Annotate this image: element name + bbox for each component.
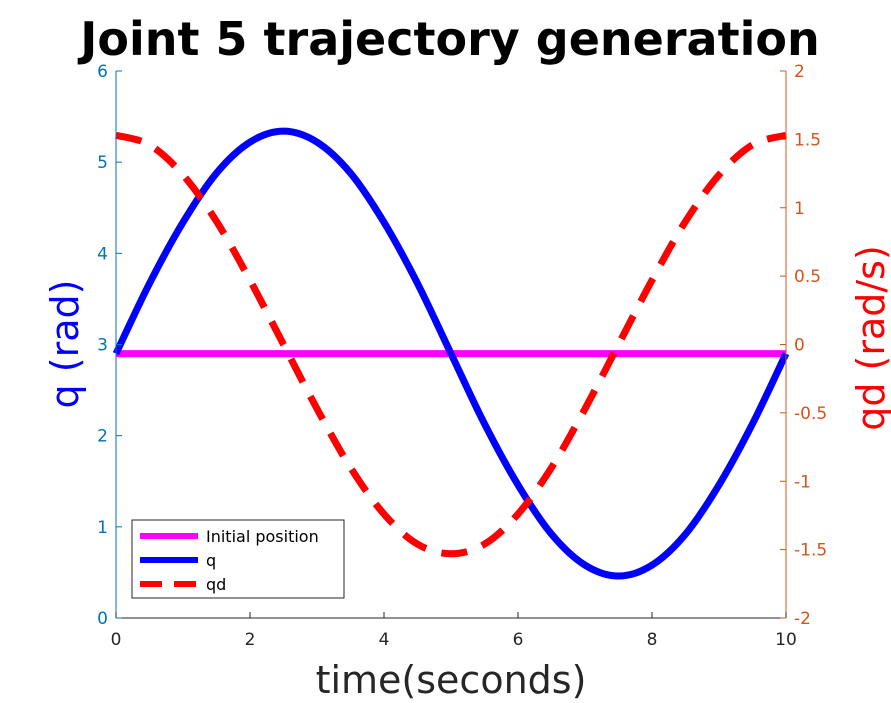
- x-tick-label: 4: [379, 630, 390, 650]
- y-right-tick-label: -0.5: [794, 404, 827, 424]
- y-left-tick-label: 1: [97, 518, 108, 538]
- y-left-tick-label: 4: [97, 244, 108, 264]
- series-line-q: [112, 127, 790, 580]
- x-tick-label: 0: [111, 630, 122, 650]
- right-axis-label: qd (rad/s): [849, 245, 891, 431]
- legend-label-initial-position: Initial position: [206, 527, 319, 546]
- y-right-tick-label: 1: [794, 199, 805, 219]
- x-axis-label: time(seconds): [316, 658, 587, 702]
- y-right-tick-label: 1.5: [794, 130, 821, 150]
- ticks-layer: 0 2 4 6 8 10 0 1 2 3 4 5 6 -2 -1.5 -1 -0.5 0 0.5 1 1.5 2: [97, 62, 827, 650]
- y-left-tick-label: 6: [97, 62, 108, 82]
- y-right-tick-label: -2: [794, 609, 811, 629]
- x-tick-label: 8: [647, 630, 658, 650]
- series-line-qd: [115, 131, 787, 558]
- chart-title: Joint 5 trajectory generation: [77, 12, 819, 66]
- y-left-tick-label: 2: [97, 427, 108, 447]
- y-right-tick-label: -1.5: [794, 541, 827, 561]
- y-right-tick-label: 0.5: [794, 267, 821, 287]
- x-tick-label: 10: [775, 630, 797, 650]
- legend: Initial position q qd: [131, 519, 345, 599]
- left-axis-label: q (rad): [43, 280, 87, 409]
- x-tick-label: 6: [513, 630, 524, 650]
- y-left-tick-label: 3: [97, 336, 108, 356]
- y-right-tick-label: 0: [794, 336, 805, 356]
- y-left-tick-label: 5: [97, 153, 108, 173]
- series-layer: [112, 127, 790, 580]
- y-right-tick-label: 2: [794, 62, 805, 82]
- legend-label-qd: qd: [206, 575, 226, 594]
- y-left-tick-label: 0: [97, 609, 108, 629]
- y-right-tick-label: -1: [794, 472, 811, 492]
- x-tick-label: 2: [245, 630, 256, 650]
- legend-label-q: q: [206, 551, 216, 570]
